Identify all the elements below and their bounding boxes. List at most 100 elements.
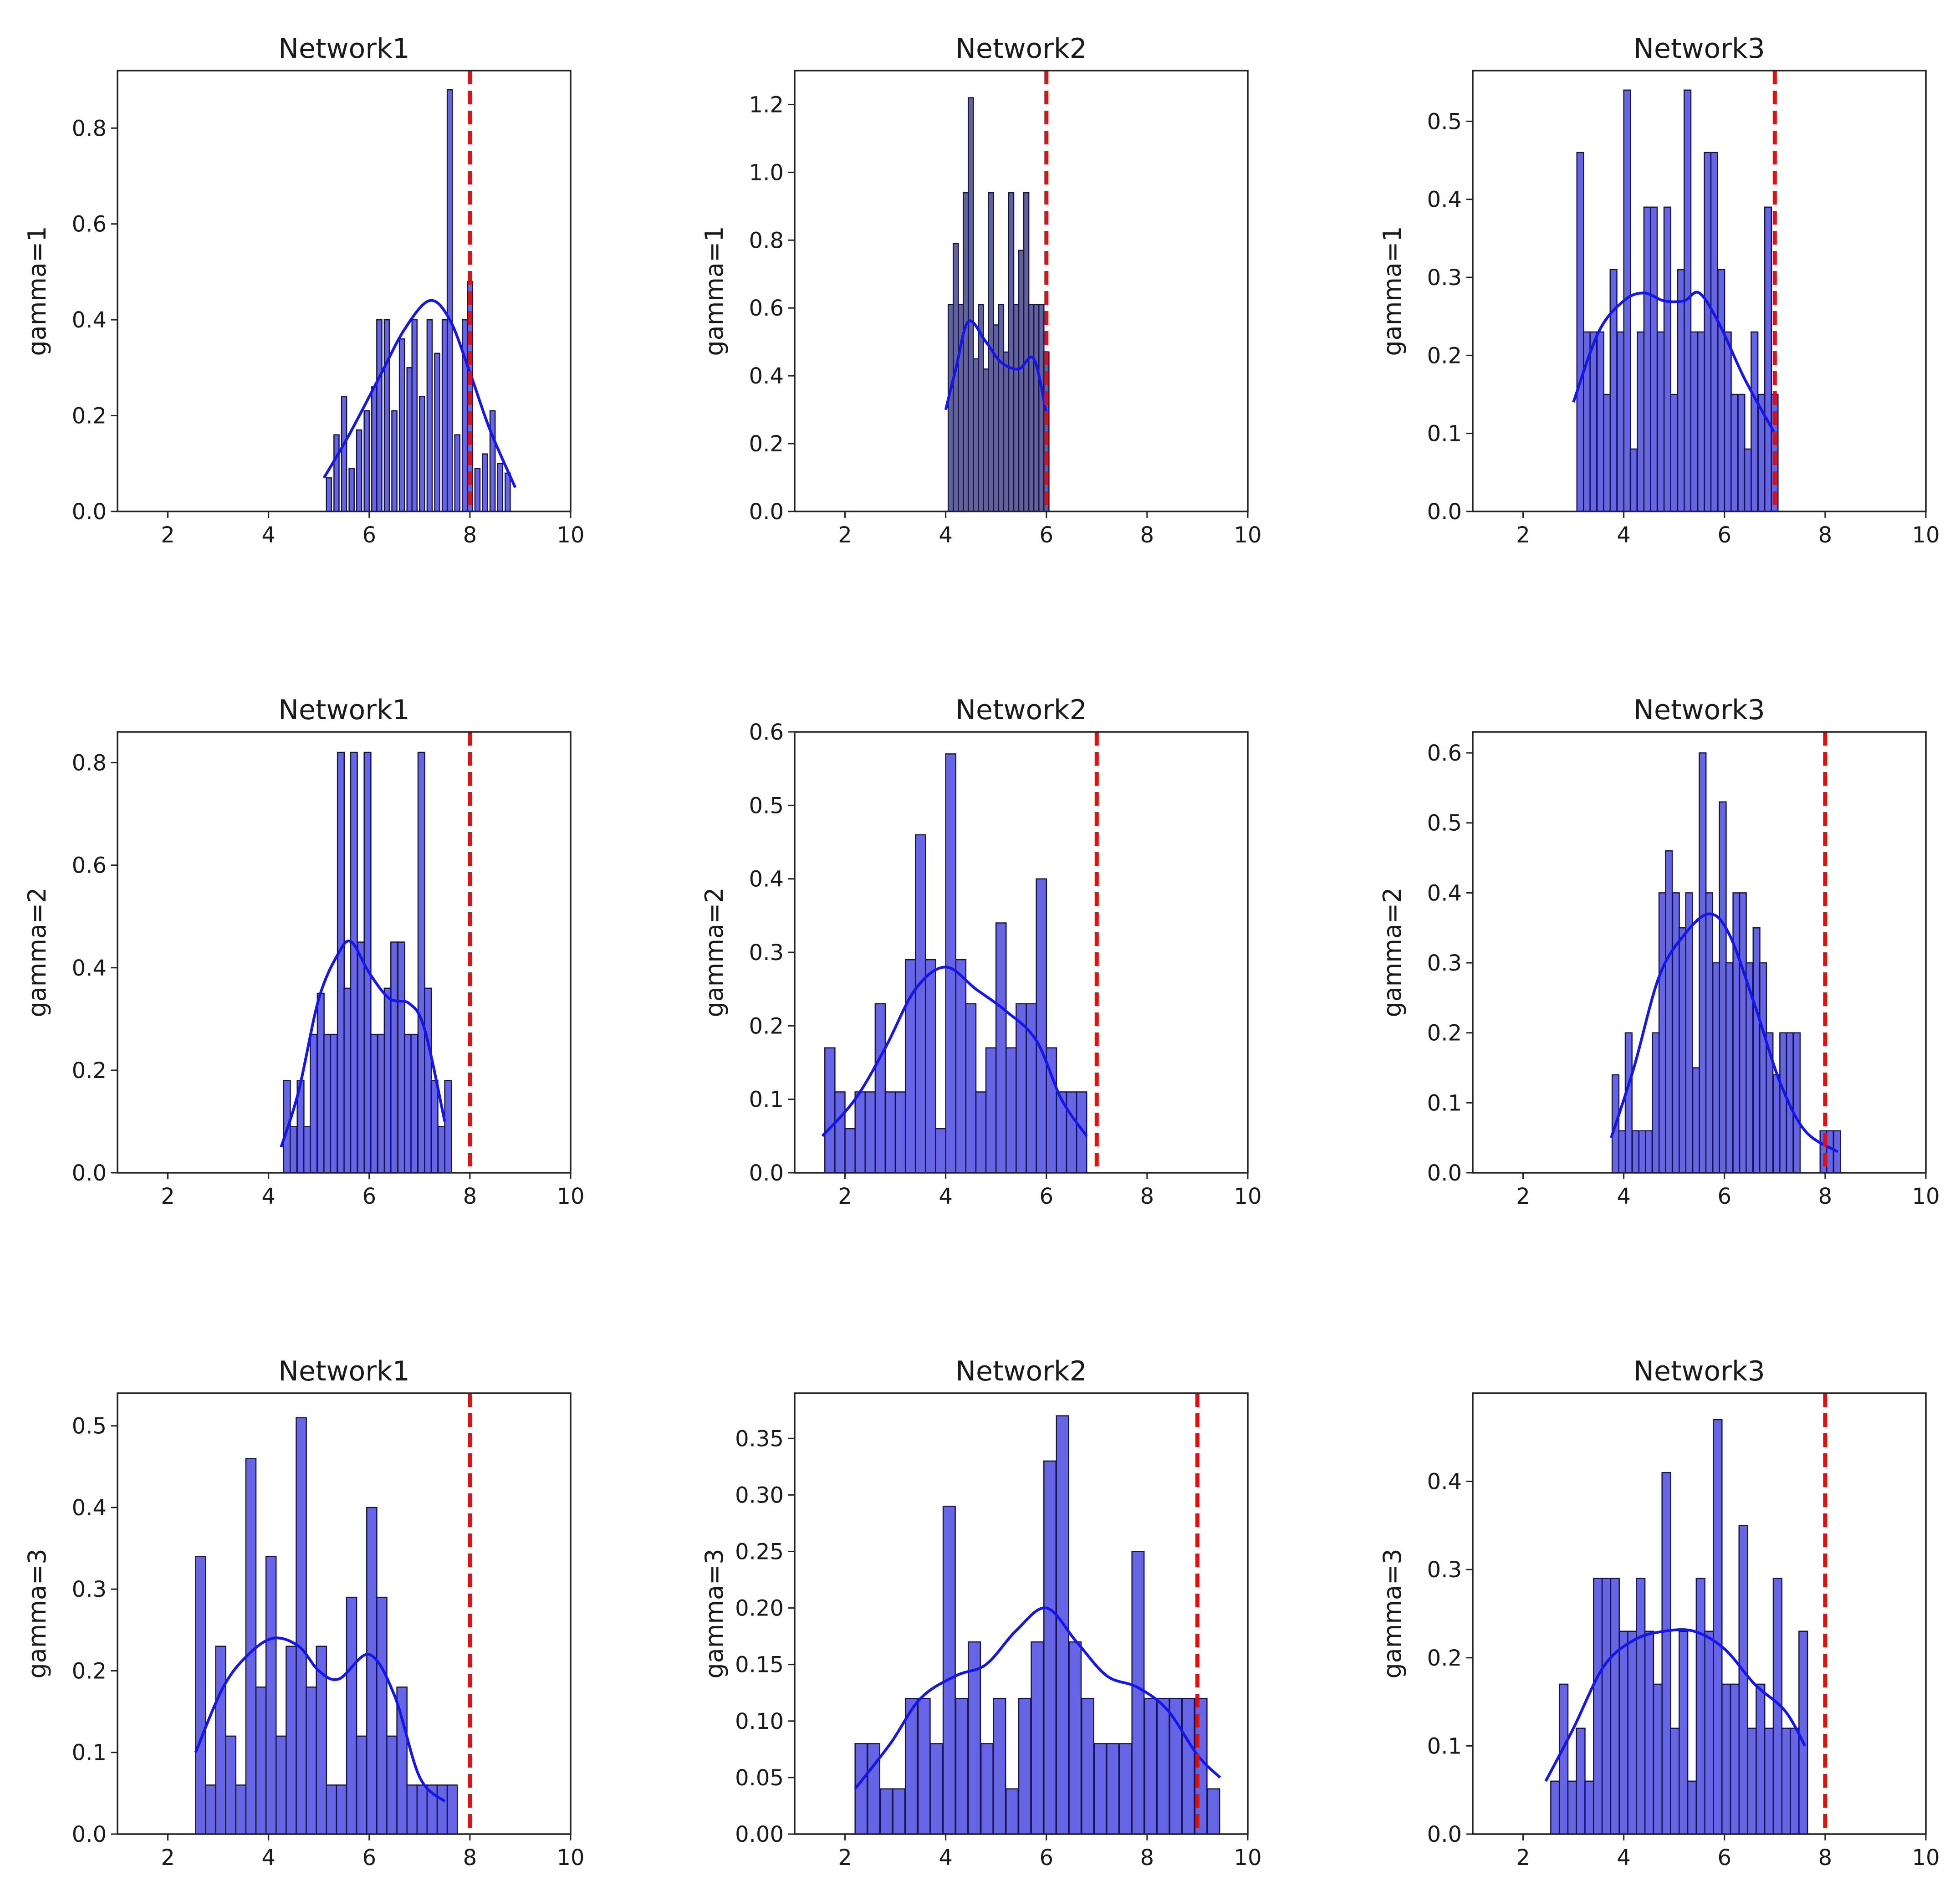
histogram-bar (323, 1033, 332, 1174)
axes-frame (117, 731, 572, 1174)
histogram-bar (1704, 152, 1712, 512)
histogram-bar (1013, 304, 1020, 512)
x-tick-label: 6 (362, 522, 377, 548)
histogram-bar (474, 468, 481, 512)
histogram-bar (505, 472, 511, 512)
histogram-bar (1764, 1728, 1774, 1835)
histogram-bar (983, 368, 989, 512)
histogram-bar (1712, 962, 1720, 1174)
histogram-bar (995, 922, 1007, 1174)
histogram-bar (276, 1735, 287, 1835)
histogram-bar (1650, 206, 1658, 512)
histogram-bar (1792, 1032, 1801, 1174)
histogram-bar (1003, 351, 1010, 512)
y-tick-label: 0.6 (749, 296, 784, 321)
histogram-bar (973, 358, 979, 512)
y-tick-label: 0.10 (735, 1709, 784, 1734)
histogram-bar (426, 319, 433, 512)
histogram-bar (430, 1080, 439, 1174)
x-tick-label: 4 (261, 1184, 276, 1209)
histogram-bar (411, 319, 418, 512)
histogram-bar (1207, 1788, 1220, 1835)
x-tick-label: 8 (1818, 1845, 1832, 1871)
histogram-bar (1730, 1683, 1740, 1835)
x-tick-label: 4 (939, 1845, 953, 1871)
y-tick-label: 0.3 (749, 940, 784, 966)
histogram-bar (1719, 801, 1727, 1174)
histogram-bar (437, 1126, 446, 1174)
y-tick-label: 0.5 (1427, 109, 1462, 134)
y-axis-label: gamma=2 (1378, 887, 1407, 1017)
y-tick-label: 0.20 (735, 1596, 784, 1621)
x-tick-label: 6 (1718, 1184, 1732, 1209)
histogram-bar (205, 1784, 216, 1835)
x-tick-label: 10 (556, 522, 584, 548)
y-tick-label: 0.2 (72, 1658, 107, 1684)
y-axis-label: gamma=1 (700, 226, 729, 356)
y-axis-label: gamma=3 (1378, 1549, 1407, 1678)
histogram-bar (383, 319, 390, 512)
x-tick-label: 2 (838, 1845, 852, 1871)
subplot-r1-c2: 2 4 6 8 10 0.0 0.2 0.4 0.6 0.8 1.0 1.2 Network2 gamma… (700, 33, 1262, 548)
y-tick-label: 0.4 (72, 1495, 107, 1521)
histogram-bar (1653, 1683, 1663, 1835)
histogram-bar (1721, 1683, 1731, 1835)
histogram-bar (1685, 892, 1693, 1174)
y-tick-label: 0.2 (749, 431, 784, 457)
histogram-bar (397, 941, 405, 1174)
histogram-bar (1690, 331, 1698, 512)
kde-curve (1544, 1628, 1807, 1782)
histogram-bar (377, 1033, 385, 1174)
histogram-bar (444, 1080, 452, 1174)
y-tick-label: 0.30 (735, 1482, 784, 1508)
histogram-bar (1717, 269, 1725, 512)
histogram-bar (1738, 1525, 1748, 1835)
histogram-bar (965, 1003, 977, 1174)
x-tick-label: 4 (1617, 522, 1631, 548)
histogram-bar (1663, 206, 1672, 512)
subplot-title: Network2 (955, 1355, 1087, 1387)
x-tick-label: 2 (1516, 1845, 1530, 1871)
y-tick-label: 0.8 (72, 751, 107, 776)
y-tick-label: 0.3 (1427, 265, 1462, 291)
histogram-bar (1637, 331, 1645, 512)
y-axis-label: gamma=2 (700, 887, 729, 1017)
histogram-bar (1036, 878, 1047, 1174)
histogram-bar (1744, 448, 1752, 512)
histogram-bar (925, 959, 936, 1174)
y-tick-label: 0.4 (1427, 880, 1462, 906)
histogram-bar (403, 1033, 412, 1174)
x-tick-label: 2 (838, 1184, 852, 1209)
histogram-bar (1016, 1003, 1027, 1174)
histogram-bar (993, 1697, 1006, 1835)
y-tick-label: 0.0 (749, 499, 784, 525)
x-tick-label: 6 (1718, 1845, 1732, 1871)
histogram-bar (854, 1091, 866, 1174)
histogram-bar (968, 97, 974, 512)
histogram-bar (356, 1735, 368, 1835)
histogram-bar (1798, 1630, 1808, 1835)
histogram-bar (225, 1735, 237, 1835)
subplot-title: Network3 (1633, 694, 1765, 726)
x-tick-label: 6 (1040, 1845, 1054, 1871)
histogram-bar (1558, 1683, 1569, 1835)
histogram-bar (336, 1784, 347, 1835)
histogram-bar (1705, 892, 1713, 1174)
histogram-bar (1687, 1780, 1697, 1835)
histogram-bar (489, 410, 496, 512)
histogram-bar (1779, 1032, 1787, 1174)
x-tick-label: 10 (1234, 522, 1261, 548)
histogram-bar (383, 987, 392, 1174)
histogram-bar (363, 751, 372, 1174)
histogram-bar (1670, 394, 1678, 512)
histogram-bar (346, 1596, 357, 1835)
x-tick-label: 4 (939, 522, 953, 548)
y-tick-label: 0.4 (1427, 187, 1462, 213)
histogram-bar (980, 1743, 994, 1835)
histogram-bar (1576, 1728, 1586, 1835)
histogram-bar (386, 1735, 398, 1835)
histogram-bar (879, 1788, 893, 1835)
histogram-bar (286, 1646, 297, 1835)
histogram-bar (1759, 962, 1767, 1174)
kde-curve (194, 1636, 446, 1803)
